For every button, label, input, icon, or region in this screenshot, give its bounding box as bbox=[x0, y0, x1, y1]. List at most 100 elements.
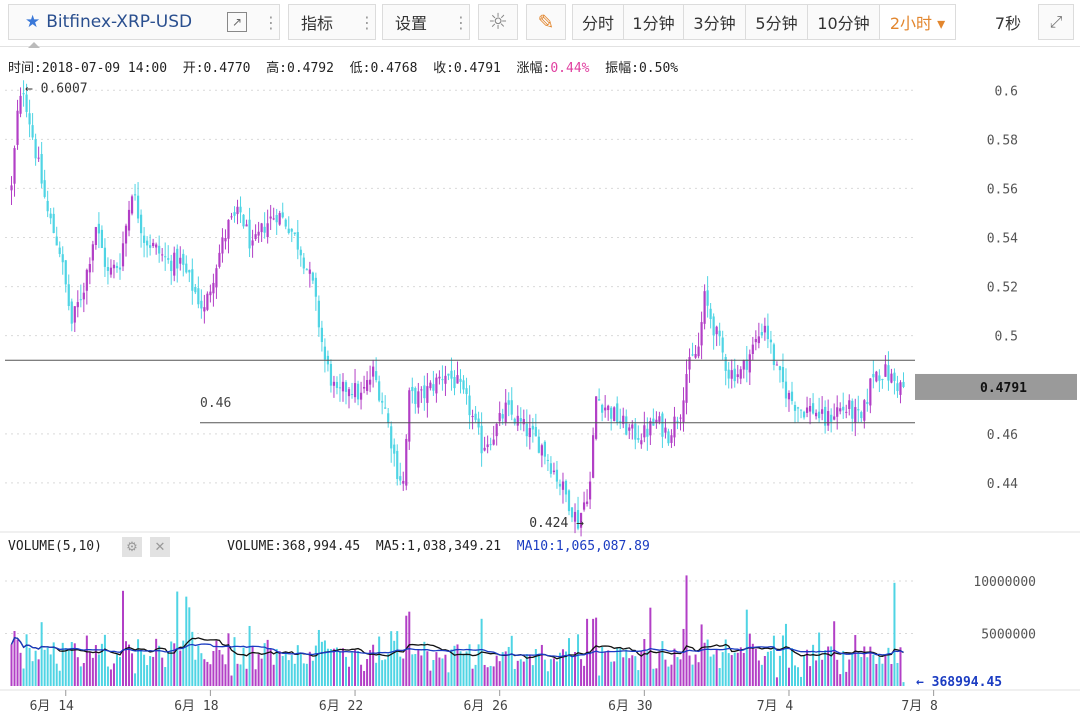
price-tick-label-3: 0.54 bbox=[987, 232, 1018, 247]
volume-bar-100 bbox=[311, 660, 314, 686]
candle-body-238 bbox=[727, 369, 730, 379]
candle-body-205 bbox=[628, 427, 631, 431]
candle-body-70 bbox=[221, 237, 224, 254]
candle-body-46 bbox=[149, 245, 152, 248]
volume-bar-129 bbox=[399, 656, 402, 686]
volume-bar-37 bbox=[122, 590, 125, 686]
candle-body-154 bbox=[474, 413, 477, 420]
candle-body-272 bbox=[830, 414, 833, 422]
candle-body-103 bbox=[320, 327, 323, 343]
volume-bar-294 bbox=[896, 662, 899, 686]
candle-body-269 bbox=[821, 409, 824, 414]
candle-body-27 bbox=[91, 244, 94, 261]
volume-bar-171 bbox=[525, 654, 528, 686]
candle-body-231 bbox=[706, 290, 709, 306]
candle-body-100 bbox=[311, 272, 314, 281]
volume-close-button[interactable]: ✕ bbox=[150, 537, 170, 557]
candle-body-234 bbox=[715, 326, 718, 335]
candle-body-117 bbox=[362, 386, 366, 389]
candle-body-127 bbox=[393, 444, 396, 454]
candle-body-138 bbox=[426, 386, 429, 403]
period-tab-3[interactable]: 5分钟 bbox=[746, 4, 808, 40]
period-tab-2[interactable]: 3分钟 bbox=[684, 4, 746, 40]
volume-info-bar: VOLUME(5,10) VOLUME:368,994.45 MA5:1,038… bbox=[8, 539, 650, 554]
candle-body-11 bbox=[43, 180, 46, 197]
candle-body-50 bbox=[161, 254, 164, 256]
volume-bar-259 bbox=[790, 648, 793, 686]
volume-settings-button[interactable]: ⚙ bbox=[122, 537, 142, 557]
candle-body-54 bbox=[173, 252, 176, 276]
volume-bar-77 bbox=[242, 647, 245, 686]
volume-bar-200 bbox=[613, 661, 616, 686]
volume-bar-86 bbox=[269, 649, 272, 686]
candle-body-207 bbox=[634, 423, 637, 440]
settings-more-icon[interactable]: ⋮ bbox=[453, 12, 469, 32]
info-change-value: 0.44% bbox=[550, 61, 590, 76]
candle-body-49 bbox=[158, 245, 161, 254]
candle-body-215 bbox=[658, 416, 661, 422]
candle-body-88 bbox=[275, 215, 278, 223]
volume-bar-73 bbox=[230, 675, 233, 686]
volume-tick-label-0: 10000000 bbox=[973, 575, 1036, 590]
candle-body-61 bbox=[194, 286, 197, 293]
symbol-selector[interactable]: ★ Bitfinex-XRP-USD ↗ ⋮ bbox=[8, 4, 280, 40]
period-tab-5[interactable]: 2小时 ▾ bbox=[880, 4, 956, 40]
volume-bar-125 bbox=[387, 653, 390, 686]
candle-body-12 bbox=[46, 200, 49, 212]
period-tab-1[interactable]: 1分钟 bbox=[624, 4, 684, 40]
candle-body-45 bbox=[146, 240, 149, 246]
candle-body-92 bbox=[287, 228, 290, 233]
volume-bar-255 bbox=[778, 655, 781, 686]
volume-bar-80 bbox=[251, 646, 254, 686]
candle-body-185 bbox=[567, 490, 571, 512]
candle-body-62 bbox=[197, 288, 200, 305]
candle-body-264 bbox=[805, 407, 809, 413]
volume-bar-67 bbox=[212, 651, 215, 686]
volume-bar-166 bbox=[510, 635, 513, 686]
popout-icon[interactable]: ↗ bbox=[227, 12, 247, 32]
period-tab-4[interactable]: 10分钟 bbox=[808, 4, 880, 40]
candle-body-82 bbox=[257, 231, 260, 236]
draw-tool-button[interactable]: ✎ bbox=[526, 4, 566, 40]
pencil-icon: ✎ bbox=[537, 10, 555, 34]
volume-bar-39 bbox=[128, 644, 131, 686]
volume-bar-47 bbox=[152, 656, 155, 686]
candle-body-164 bbox=[504, 402, 507, 423]
indicators-button[interactable]: 指标 ⋮ bbox=[288, 4, 376, 40]
volume-bar-247 bbox=[754, 648, 757, 686]
candle-body-5 bbox=[25, 94, 28, 112]
candle-body-285 bbox=[869, 378, 872, 406]
candle-body-114 bbox=[353, 383, 357, 398]
info-low: 低:0.4768 bbox=[349, 61, 418, 76]
volume-bar-135 bbox=[417, 650, 420, 686]
volume-bar-151 bbox=[465, 651, 468, 686]
close-icon: ✕ bbox=[154, 539, 166, 555]
volume-bar-263 bbox=[803, 654, 806, 686]
indicators-more-icon[interactable]: ⋮ bbox=[359, 12, 375, 32]
theme-button[interactable]: ☼ bbox=[478, 4, 518, 40]
candle-body-235 bbox=[718, 330, 721, 337]
candle-body-80 bbox=[251, 240, 254, 246]
candle-body-1 bbox=[13, 148, 16, 184]
candle-body-83 bbox=[260, 223, 263, 233]
volume-bar-137 bbox=[423, 641, 426, 686]
volume-bar-261 bbox=[797, 667, 800, 686]
symbol-more-icon[interactable]: ⋮ bbox=[263, 12, 279, 32]
candle-body-198 bbox=[607, 405, 610, 411]
volume-bar-95 bbox=[296, 645, 299, 686]
volume-bar-175 bbox=[537, 653, 540, 686]
fullscreen-button[interactable]: ⤢ bbox=[1038, 4, 1074, 40]
volume-bar-118 bbox=[366, 659, 369, 686]
volume-bar-107 bbox=[332, 648, 335, 686]
settings-button[interactable]: 设置 ⋮ bbox=[382, 4, 470, 40]
volume-bar-99 bbox=[308, 651, 311, 686]
volume-bar-251 bbox=[766, 651, 769, 686]
candle-body-243 bbox=[742, 359, 745, 370]
candle-body-90 bbox=[281, 212, 284, 218]
period-tab-0[interactable]: 分时 bbox=[572, 4, 624, 40]
volume-bar-76 bbox=[239, 664, 242, 686]
star-icon[interactable]: ★ bbox=[25, 12, 41, 32]
candle-body-261 bbox=[796, 407, 800, 409]
volume-bar-280 bbox=[854, 635, 857, 686]
